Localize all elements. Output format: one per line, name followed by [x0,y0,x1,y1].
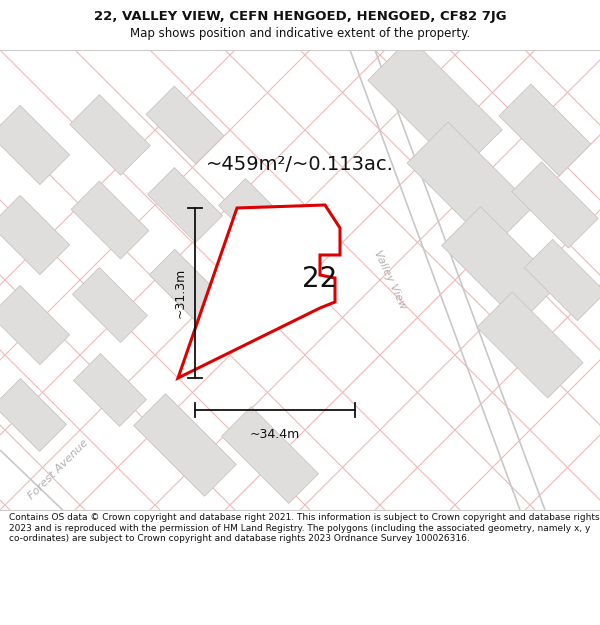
Polygon shape [134,394,236,496]
Text: ~31.3m: ~31.3m [173,268,187,318]
Polygon shape [148,168,223,242]
Polygon shape [149,249,221,321]
Polygon shape [221,407,319,503]
Polygon shape [512,162,598,248]
Text: Map shows position and indicative extent of the property.: Map shows position and indicative extent… [130,27,470,40]
Polygon shape [477,292,583,398]
Polygon shape [218,259,292,331]
Polygon shape [0,379,67,451]
Polygon shape [407,122,533,248]
Text: ~34.4m: ~34.4m [250,428,300,441]
Polygon shape [71,181,149,259]
Polygon shape [0,196,70,274]
Text: Forest Avenue: Forest Avenue [26,438,90,502]
Text: 22, VALLEY VIEW, CEFN HENGOED, HENGOED, CF82 7JG: 22, VALLEY VIEW, CEFN HENGOED, HENGOED, … [94,10,506,23]
Polygon shape [74,354,146,426]
Polygon shape [442,207,559,323]
Text: ~459m²/~0.113ac.: ~459m²/~0.113ac. [206,156,394,174]
Polygon shape [178,205,340,378]
Text: Valley View: Valley View [372,249,408,311]
Polygon shape [218,179,292,251]
Polygon shape [0,106,70,184]
Polygon shape [368,38,502,172]
Text: 22: 22 [302,265,338,293]
Polygon shape [73,268,148,342]
Text: Contains OS data © Crown copyright and database right 2021. This information is : Contains OS data © Crown copyright and d… [9,513,599,543]
Polygon shape [499,84,591,176]
Polygon shape [0,286,70,364]
Polygon shape [524,239,600,321]
Polygon shape [70,95,151,175]
Polygon shape [146,86,224,164]
